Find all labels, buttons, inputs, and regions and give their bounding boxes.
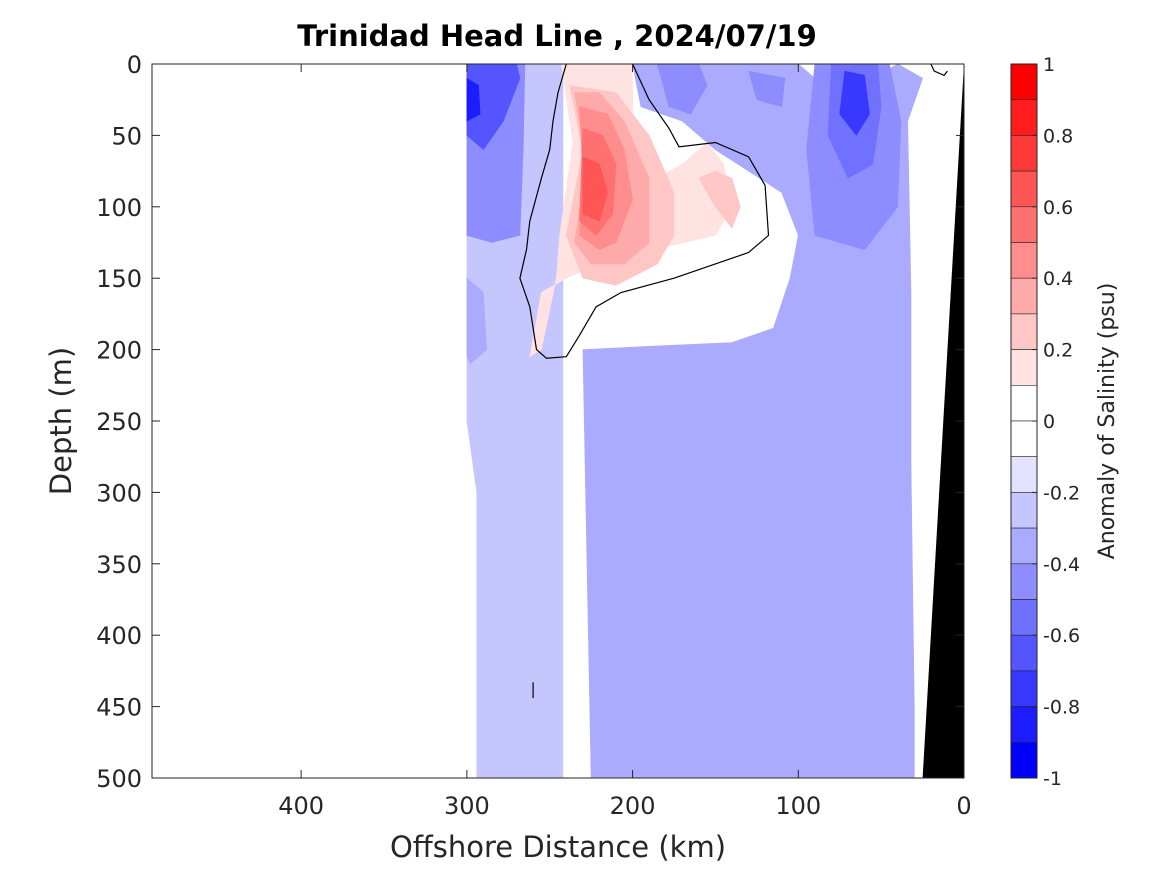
colorbar-tick-label: -0.4 (1043, 554, 1080, 576)
colorbar-tick-label: -0.2 (1043, 482, 1080, 504)
x-tick-label: 300 (444, 792, 490, 820)
colorbar-tick-label: 1 (1043, 54, 1055, 76)
y-tick-label: 300 (96, 479, 142, 507)
colorbar-swatch (1010, 527, 1038, 565)
zero-contour-line (930, 64, 948, 77)
x-tick-label: 200 (610, 792, 656, 820)
y-tick-label: 0 (127, 51, 142, 79)
colorbar-swatch (1010, 277, 1038, 315)
y-tick-label: 250 (96, 408, 142, 436)
colorbar-swatch (1010, 599, 1038, 636)
contour-region-salty-patch (698, 170, 741, 229)
colorbar-label: Anomaly of Salinity (psu) (1095, 283, 1120, 560)
colorbar-swatch (1010, 634, 1038, 672)
bathymetry-shelf (922, 64, 964, 778)
colorbar-swatch (1010, 384, 1038, 422)
colorbar-swatch (1010, 349, 1038, 386)
colorbar-swatch (1010, 313, 1038, 350)
colorbar-swatch (1010, 420, 1038, 458)
x-tick-label: 100 (775, 792, 821, 820)
y-tick-label: 500 (96, 765, 142, 793)
colorbar-swatch (1010, 670, 1038, 707)
colorbar-swatch (1010, 706, 1038, 743)
y-axis: 0 50 100 150 200 250 300 350 400 450 500 (96, 51, 964, 793)
contour-region-deep-fresh-core (582, 64, 923, 778)
colorbar-swatch (1010, 99, 1038, 136)
colorbar-swatch (1010, 492, 1038, 529)
colorbar-swatch (1010, 741, 1038, 779)
y-tick-label: 50 (111, 122, 142, 150)
y-tick-label: 200 (96, 337, 142, 365)
contour-region-salty-plume-06 (582, 156, 609, 222)
colorbar-tick-label: -0.6 (1043, 625, 1080, 647)
colorbar-tick-label: 0 (1043, 411, 1055, 433)
y-tick-label: 400 (96, 622, 142, 650)
contour-region-nearshore-fresh-core (839, 70, 870, 136)
chart-title: Trinidad Head Line , 2024/07/19 (297, 19, 817, 53)
colorbar-tick-label: 0.4 (1043, 268, 1073, 290)
x-axis: 400 300 200 100 0 (278, 64, 972, 820)
colorbar-tick-label: 0.8 (1043, 125, 1073, 147)
contour-region-offshore-fresh-peak (466, 77, 481, 122)
contour-region-offshore-fresh-patch (466, 277, 488, 365)
colorbar-tick-label: -0.8 (1043, 697, 1080, 719)
colorbar-tick-label: 0.6 (1043, 197, 1073, 219)
x-tick-label: 0 (956, 792, 971, 820)
contour-region-midshelf-fresh-patch (657, 64, 708, 115)
y-tick-label: 450 (96, 694, 142, 722)
y-axis-label: Depth (m) (44, 347, 78, 495)
plot-area (151, 63, 965, 779)
colorbar-swatch (1010, 563, 1038, 600)
contour-region-offshore-fresh-core (466, 64, 521, 151)
y-tick-label: 100 (96, 194, 142, 222)
colorbar-swatch (1010, 242, 1038, 279)
y-tick-label: 350 (96, 551, 142, 579)
colorbar-swatch (1010, 206, 1038, 243)
colorbar-swatch (1010, 456, 1038, 493)
colorbar-swatch (1010, 63, 1038, 101)
colorbar-tick-label: 0.2 (1043, 340, 1073, 362)
contour-region-midshelf-fresh-patch-2 (748, 70, 786, 108)
zero-contour-line (519, 64, 770, 359)
colorbar-swatch (1010, 135, 1038, 172)
y-tick-label: 150 (96, 265, 142, 293)
colorbar-tick-label: -1 (1043, 768, 1062, 790)
colorbar-swatch (1010, 170, 1038, 208)
x-axis-label: Offshore Distance (km) (390, 830, 726, 864)
colorbar: 1 0.8 0.6 0.4 0.2 0 -0.2 -0.4 -0.6 -0.8 -1 (1010, 54, 1080, 790)
x-tick-label: 400 (278, 792, 324, 820)
